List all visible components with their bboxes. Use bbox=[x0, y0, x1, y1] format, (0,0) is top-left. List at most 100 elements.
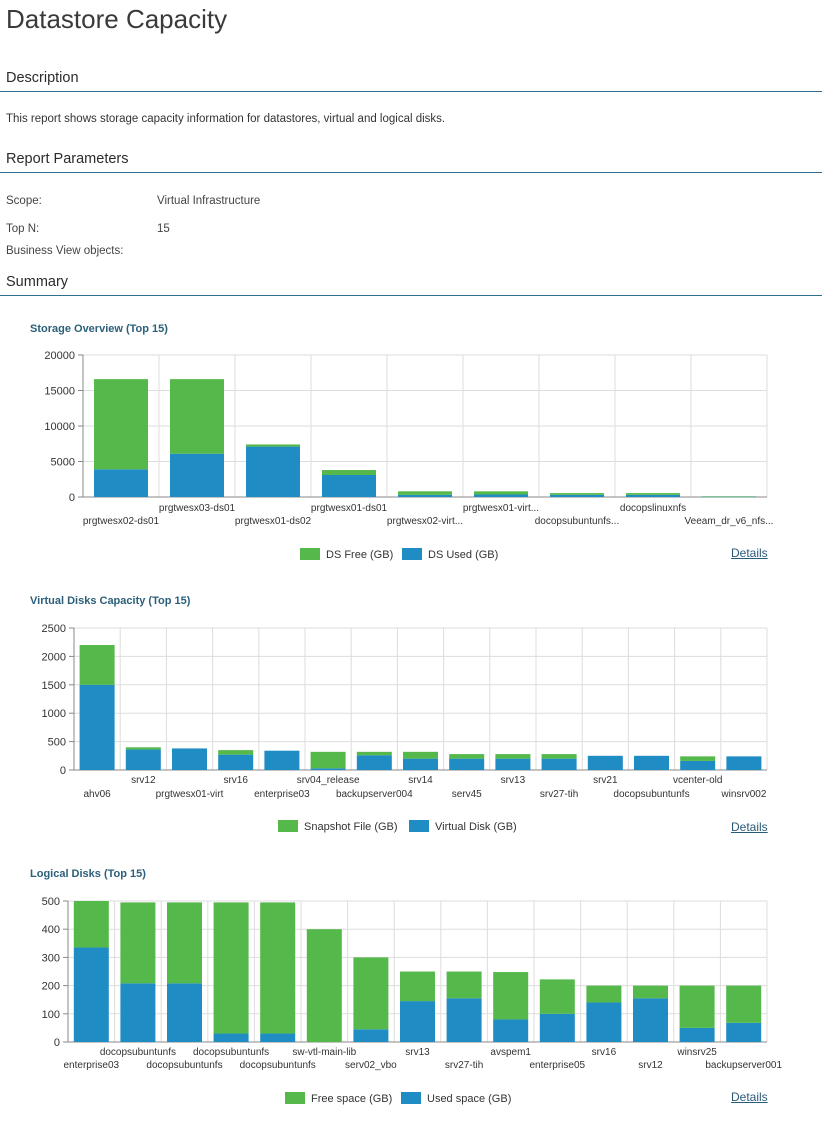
bar-segment[interactable] bbox=[310, 768, 346, 770]
bar-segment[interactable] bbox=[120, 902, 156, 984]
bar-segment[interactable] bbox=[125, 747, 161, 750]
bar-segment[interactable] bbox=[449, 754, 485, 759]
bar-segment[interactable] bbox=[726, 756, 762, 770]
bar-segment[interactable] bbox=[398, 491, 452, 495]
x-tick-label: docopsubuntunfs bbox=[240, 1060, 316, 1071]
bar-segment[interactable] bbox=[587, 755, 623, 770]
bar-segment[interactable] bbox=[403, 758, 438, 770]
bar-segment[interactable] bbox=[495, 758, 531, 770]
bar-segment[interactable] bbox=[94, 379, 148, 470]
bar-segment[interactable] bbox=[680, 756, 716, 761]
x-tick-label: srv12 bbox=[131, 775, 156, 786]
bar-segment[interactable] bbox=[246, 446, 300, 497]
x-tick-label: srv04_release bbox=[297, 775, 360, 786]
bar-segment[interactable] bbox=[446, 998, 482, 1042]
bar-segment[interactable] bbox=[125, 749, 161, 770]
bar-segment[interactable] bbox=[398, 494, 452, 497]
param-business-view-label: Business View objects: bbox=[6, 245, 124, 257]
bar-segment[interactable] bbox=[246, 444, 300, 447]
bar-segment[interactable] bbox=[218, 754, 254, 770]
bar-segment[interactable] bbox=[586, 985, 622, 1003]
bar-segment[interactable] bbox=[550, 493, 604, 495]
bar-segment[interactable] bbox=[260, 902, 296, 1034]
bar-segment[interactable] bbox=[172, 748, 207, 770]
bar-segment[interactable] bbox=[541, 758, 577, 770]
bar-segment[interactable] bbox=[213, 1033, 249, 1042]
page-title: Datastore Capacity bbox=[6, 4, 228, 34]
x-tick-label: serv45 bbox=[452, 789, 482, 800]
bar-segment[interactable] bbox=[170, 453, 224, 497]
bar-segment[interactable] bbox=[726, 1022, 762, 1042]
bar-segment[interactable] bbox=[167, 983, 202, 1042]
bar-segment[interactable] bbox=[633, 985, 668, 999]
bar-segment[interactable] bbox=[310, 751, 346, 769]
bar-segment[interactable] bbox=[403, 751, 438, 759]
bar-segment[interactable] bbox=[679, 1027, 715, 1042]
bar-segment[interactable] bbox=[260, 1033, 296, 1042]
bar-segment[interactable] bbox=[474, 494, 528, 497]
bar-segment[interactable] bbox=[353, 957, 389, 1030]
bar-segment[interactable] bbox=[73, 947, 109, 1042]
legend-label[interactable]: DS Free (GB) bbox=[326, 549, 393, 561]
legend-label[interactable]: Snapshot File (GB) bbox=[304, 821, 398, 833]
bar-segment[interactable] bbox=[306, 929, 342, 1042]
bar-segment[interactable] bbox=[541, 754, 577, 759]
bar-segment[interactable] bbox=[702, 496, 756, 498]
x-tick-label: backupserver001 bbox=[705, 1060, 782, 1071]
bar-segment[interactable] bbox=[493, 972, 529, 1020]
bar-segment[interactable] bbox=[353, 1029, 389, 1042]
bar-segment[interactable] bbox=[322, 470, 376, 475]
bar-segment[interactable] bbox=[400, 1001, 435, 1042]
bar-segment[interactable] bbox=[446, 971, 482, 999]
bar-segment[interactable] bbox=[586, 1002, 622, 1042]
legend-label[interactable]: Free space (GB) bbox=[311, 1093, 392, 1105]
bar-segment[interactable] bbox=[94, 469, 148, 497]
x-tick-label: prgtwesx01-ds02 bbox=[235, 516, 312, 527]
details-link[interactable]: Details bbox=[731, 1090, 768, 1104]
bar-segment[interactable] bbox=[626, 494, 680, 497]
bar-segment[interactable] bbox=[680, 760, 716, 770]
bar-segment[interactable] bbox=[726, 985, 762, 1023]
param-scope-value: Virtual Infrastructure bbox=[157, 195, 261, 207]
legend-label[interactable]: Used space (GB) bbox=[427, 1093, 511, 1105]
x-tick-label: srv27-tih bbox=[540, 789, 578, 800]
bar-segment[interactable] bbox=[400, 971, 435, 1002]
y-tick-label: 15000 bbox=[44, 386, 75, 398]
legend-swatch bbox=[402, 548, 422, 560]
legend-label[interactable]: Virtual Disk (GB) bbox=[435, 821, 517, 833]
bar-segment[interactable] bbox=[213, 902, 249, 1034]
bar-segment[interactable] bbox=[679, 985, 715, 1028]
bar-segment[interactable] bbox=[167, 902, 202, 984]
legend-label[interactable]: DS Used (GB) bbox=[428, 549, 498, 561]
bar-segment[interactable] bbox=[495, 754, 531, 759]
bar-segment[interactable] bbox=[702, 496, 756, 497]
bar-segment[interactable] bbox=[356, 751, 392, 756]
bar-segment[interactable] bbox=[356, 755, 392, 770]
bar-segment[interactable] bbox=[474, 491, 528, 495]
description-text: This report shows storage capacity infor… bbox=[6, 113, 446, 125]
x-tick-label: prgtwesx03-ds01 bbox=[159, 503, 236, 514]
bar-segment[interactable] bbox=[633, 998, 668, 1042]
bar-segment[interactable] bbox=[550, 494, 604, 497]
x-tick-label: ahv06 bbox=[83, 789, 111, 800]
bar-segment[interactable] bbox=[539, 1013, 575, 1042]
bar-segment[interactable] bbox=[539, 979, 575, 1014]
bar-segment[interactable] bbox=[493, 1019, 529, 1042]
logical-disks-chart: Logical Disks (Top 15) 0 100 200 300 400 500 e… bbox=[0, 863, 835, 1113]
bar-segment[interactable] bbox=[626, 493, 680, 495]
bar-segment[interactable] bbox=[73, 901, 109, 948]
bar-segment[interactable] bbox=[449, 758, 485, 770]
bar-segment[interactable] bbox=[218, 750, 254, 755]
x-tick-label: srv14 bbox=[408, 775, 433, 786]
bar-segment[interactable] bbox=[264, 750, 300, 770]
bar-segment[interactable] bbox=[634, 755, 669, 770]
bar-segment[interactable] bbox=[79, 684, 115, 770]
bar-segment[interactable] bbox=[120, 983, 156, 1042]
bar-segment[interactable] bbox=[170, 379, 224, 454]
bar-segment[interactable] bbox=[79, 645, 115, 685]
details-link[interactable]: Details bbox=[731, 820, 768, 834]
x-tick-label: Veeam_dr_v6_nfs... bbox=[685, 516, 774, 527]
bar-segment[interactable] bbox=[322, 474, 376, 497]
y-tick-label: 500 bbox=[48, 737, 66, 749]
details-link[interactable]: Details bbox=[731, 546, 768, 560]
